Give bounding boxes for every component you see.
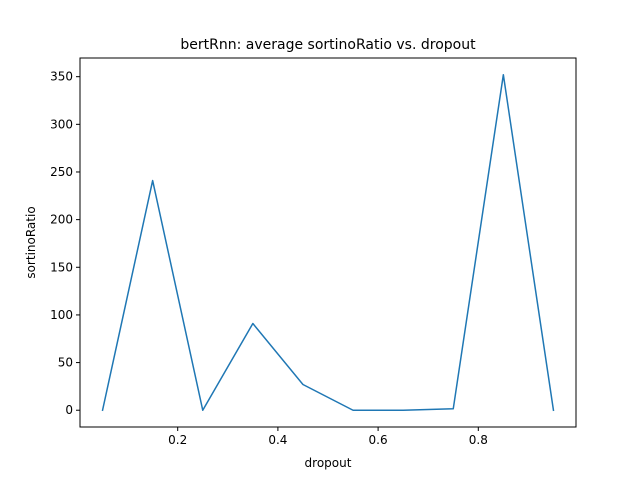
y-tick-label: 350 bbox=[50, 70, 73, 84]
y-tick-label: 250 bbox=[50, 165, 73, 179]
plot-frame bbox=[79, 57, 577, 428]
y-tick-label: 300 bbox=[50, 117, 73, 131]
x-tick-label: 0.2 bbox=[168, 433, 187, 447]
x-tick-label: 0.6 bbox=[369, 433, 388, 447]
y-axis-label: sortinoRatio bbox=[24, 206, 38, 278]
x-tick-label: 0.4 bbox=[268, 433, 287, 447]
y-tick-label: 50 bbox=[58, 356, 73, 370]
y-tick-label: 150 bbox=[50, 260, 73, 274]
series-line bbox=[101, 74, 555, 412]
chart-title: bertRnn: average sortinoRatio vs. dropou… bbox=[180, 37, 476, 53]
x-tick-label: 0.8 bbox=[469, 433, 488, 447]
plot-area: 0.2 0.4 0.6 0.8 0 50 100 150 200 250 300 350 bbox=[50, 70, 555, 447]
x-axis-label: dropout bbox=[305, 456, 352, 470]
y-tick-label: 200 bbox=[50, 213, 73, 227]
y-tick-label: 100 bbox=[50, 308, 73, 322]
y-tick-label: 0 bbox=[65, 403, 73, 417]
